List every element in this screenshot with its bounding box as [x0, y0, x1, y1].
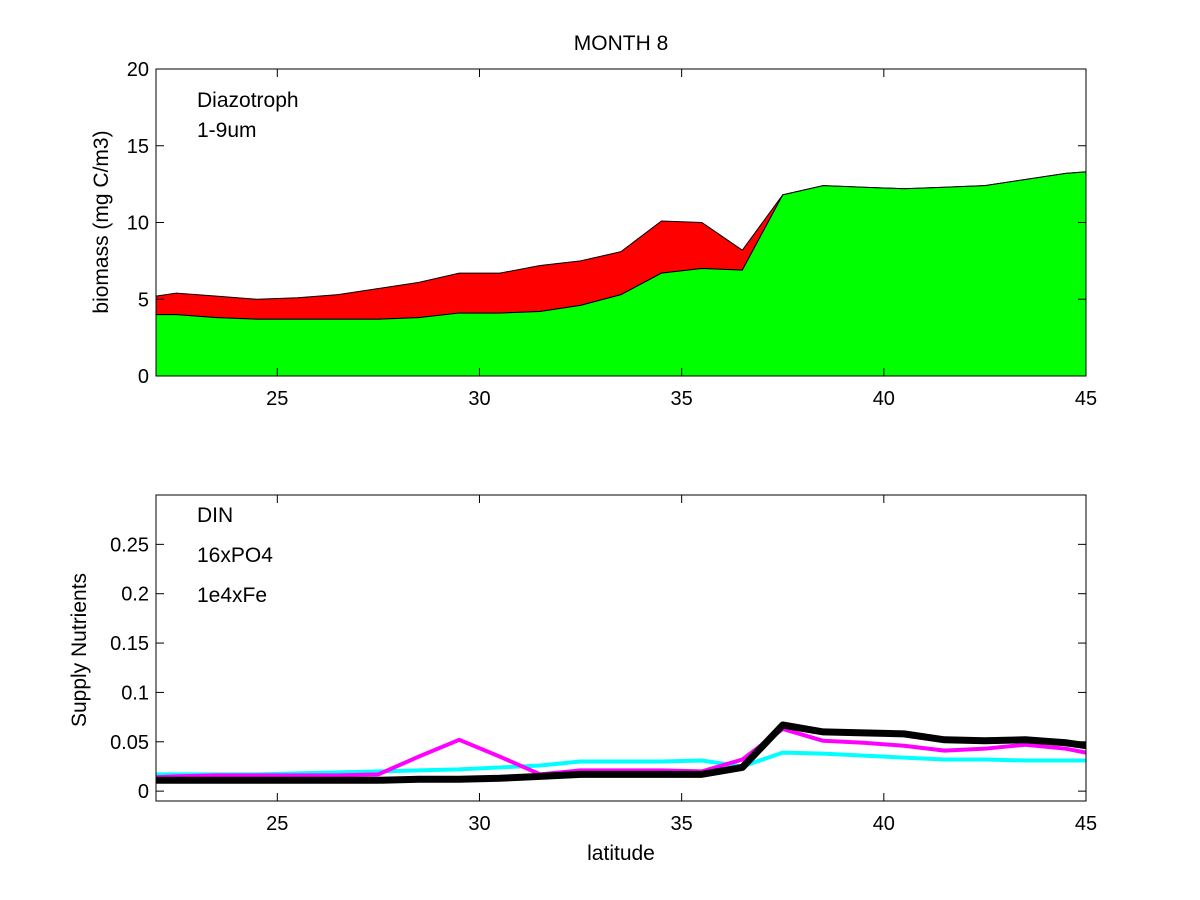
y-tick-label: 20 — [127, 59, 149, 81]
y-tick-label: 0.1 — [121, 682, 149, 704]
y-tick-label: 0.05 — [110, 732, 149, 754]
nutrient-lines — [155, 721, 1087, 784]
y-tick-label: 0.15 — [110, 633, 149, 655]
legend-16xpo4: 16xPO4 — [197, 544, 273, 567]
axis-ticks: 25 30 35 40 45 0 0.05 0.1 0.15 0.2 0.25 — [110, 495, 1097, 835]
legend: Diazotroph 1-9um — [197, 89, 299, 142]
y-tick-label: 0 — [138, 366, 149, 388]
x-tick-label: 45 — [1075, 388, 1097, 410]
x-tick-label: 25 — [266, 813, 288, 835]
y-tick-label: 0.25 — [110, 534, 149, 556]
y-axis-label: Supply Nutrients — [68, 573, 91, 727]
x-tick-label: 30 — [468, 388, 490, 410]
x-tick-label: 35 — [671, 388, 693, 410]
x-tick-label: 40 — [873, 813, 895, 835]
biomass-areas — [155, 171, 1087, 377]
line-16xpo4 — [155, 726, 1087, 780]
legend-1e4xfe: 1e4xFe — [197, 584, 267, 607]
biomass-plot: MONTH 8 25 30 35 40 45 0 5 10 15 20 biomass (mg C… — [90, 32, 1097, 410]
chart-title: MONTH 8 — [574, 32, 669, 55]
area-1-9um — [155, 171, 1087, 377]
legend-1-9um: 1-9um — [197, 119, 257, 142]
x-tick-label: 25 — [266, 388, 288, 410]
legend-din: DIN — [197, 504, 233, 527]
legend: DIN 16xPO4 1e4xFe — [197, 504, 273, 607]
y-tick-label: 0.2 — [121, 584, 149, 606]
x-axis-label: latitude — [587, 842, 655, 865]
plot-frame — [155, 494, 1087, 802]
y-axis-label: biomass (mg C/m3) — [90, 130, 113, 313]
legend-diazotroph: Diazotroph — [197, 89, 299, 112]
x-tick-label: 30 — [468, 813, 490, 835]
x-tick-label: 40 — [873, 388, 895, 410]
line-din — [156, 721, 1087, 784]
y-tick-label: 10 — [127, 213, 149, 235]
axis-ticks: 25 30 35 40 45 0 5 10 15 20 — [127, 59, 1097, 410]
y-tick-label: 0 — [138, 781, 149, 803]
y-tick-label: 5 — [138, 289, 149, 311]
nutrients-plot: 25 30 35 40 45 0 0.05 0.1 0.15 0.2 0.25 Supply Nut… — [68, 494, 1097, 865]
y-tick-label: 15 — [127, 136, 149, 158]
x-tick-label: 35 — [671, 813, 693, 835]
x-tick-label: 45 — [1075, 813, 1097, 835]
